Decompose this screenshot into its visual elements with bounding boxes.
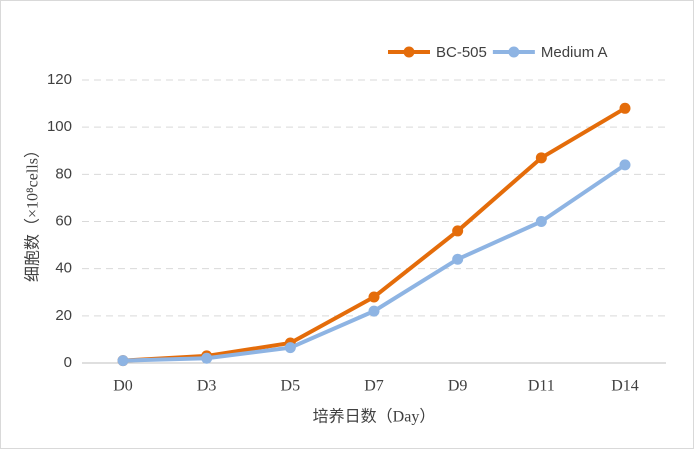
legend-label: Medium A — [541, 44, 608, 61]
point — [368, 305, 380, 317]
point — [452, 253, 464, 265]
point — [368, 291, 380, 303]
legend-marker — [403, 46, 415, 58]
legend-marker — [508, 46, 520, 58]
y-axis-label: 细胞数（×10⁸cells） — [24, 142, 42, 282]
point — [284, 342, 296, 354]
y-tick-label: 120 — [47, 71, 72, 88]
point — [201, 352, 213, 364]
x-tick-label: D14 — [611, 378, 639, 395]
y-tick-label: 20 — [55, 307, 72, 324]
legend-label: BC-505 — [436, 44, 487, 61]
point — [535, 216, 547, 227]
y-tick-label: 100 — [47, 118, 72, 135]
y-tick-label: 40 — [55, 260, 72, 277]
x-axis-label: 培养日数（Day） — [313, 408, 436, 426]
point — [619, 159, 631, 171]
point — [117, 355, 129, 367]
x-tick-label: D7 — [364, 378, 384, 395]
x-tick-label: D11 — [528, 378, 555, 395]
x-tick-label: D5 — [281, 378, 301, 395]
y-tick-label: 60 — [55, 212, 72, 229]
x-tick-label: D3 — [197, 378, 217, 395]
y-tick-label: 0 — [64, 354, 72, 371]
point — [535, 152, 547, 164]
x-tick-label: D0 — [113, 378, 133, 395]
point — [452, 225, 464, 237]
point — [619, 102, 631, 114]
x-tick-label: D9 — [448, 378, 468, 395]
y-tick-label: 80 — [55, 165, 72, 182]
